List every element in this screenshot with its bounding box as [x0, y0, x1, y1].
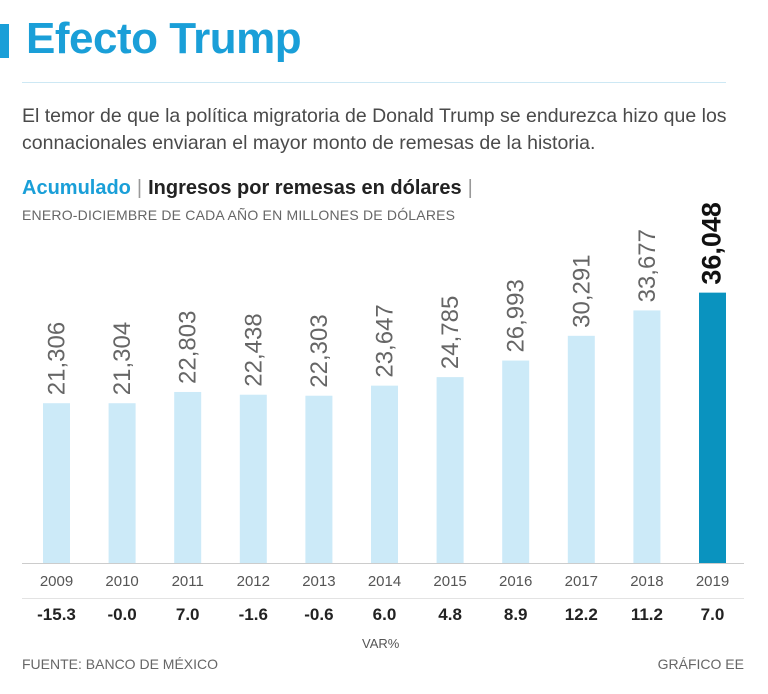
year-label-2014: 2014: [368, 573, 401, 590]
value-label-2015: 24,785: [437, 296, 464, 369]
year-label-2010: 2010: [105, 573, 138, 590]
page-title: Efecto Trump: [26, 14, 302, 63]
value-label-2009: 21,306: [44, 322, 71, 395]
bar-2017: [567, 335, 595, 563]
source-note: FUENTE: BANCO DE MÉXICO: [22, 656, 219, 672]
chart-subtitle: Acumulado | Ingresos por remesas en dólare…: [22, 177, 479, 200]
bars-group: [43, 292, 726, 563]
bar-2016: [502, 360, 530, 563]
subtitle-main: Ingresos por remesas en dólares: [148, 177, 462, 199]
variation-value-2012: -1.6: [239, 605, 268, 624]
variation-caption: VAR%: [362, 636, 400, 651]
bar-2015: [436, 377, 464, 563]
bar-2013: [305, 395, 333, 563]
bar-2012: [239, 394, 267, 563]
bar-2011: [174, 391, 202, 563]
variation-value-2014: 6.0: [373, 605, 397, 624]
year-labels-group: 2009 2010 2011 2012 2013 2014 2015 2016 2017 2018…: [40, 573, 729, 590]
variation-value-2013: -0.6: [304, 605, 333, 624]
bar-2018: [633, 310, 661, 563]
variation-value-2016: 8.9: [504, 605, 528, 624]
bar-2009: [43, 403, 70, 563]
year-label-2011: 2011: [172, 573, 204, 590]
value-label-2014: 23,647: [372, 304, 399, 377]
subtitle-separator-end: |: [467, 177, 473, 199]
year-label-2013: 2013: [302, 573, 335, 590]
value-label-2016: 26,993: [503, 279, 530, 352]
bar-2014: [371, 385, 398, 563]
variation-value-2009: -15.3: [37, 605, 76, 624]
intro-text: El temor de que la política migratoria d…: [22, 105, 727, 154]
variation-value-2019: 7.0: [701, 605, 725, 624]
chart-units: ENERO-DICIEMBRE DE CADA AÑO EN MILLONES …: [22, 207, 456, 223]
title-divider: [22, 82, 726, 83]
year-label-2012: 2012: [237, 573, 270, 590]
title-accent-bar: [0, 24, 9, 58]
subtitle-accent: Acumulado: [22, 177, 131, 199]
year-label-2015: 2015: [433, 573, 466, 590]
value-label-2011: 22,803: [175, 311, 202, 384]
bar-2019: [699, 292, 726, 563]
year-label-2017: 2017: [565, 573, 598, 590]
year-label-2016: 2016: [499, 573, 532, 590]
variation-value-2011: 7.0: [176, 605, 200, 624]
variation-value-2018: 11.2: [631, 605, 663, 624]
value-label-2019: 36,048: [697, 202, 727, 285]
value-label-2017: 30,291: [568, 254, 595, 327]
variation-labels-group: -15.3 -0.0 7.0 -1.6 -0.6 6.0 4.8 8.9 12.2 11.2 7.0: [37, 605, 724, 624]
subtitle-separator: |: [136, 177, 143, 199]
year-label-2019: 2019: [696, 573, 729, 590]
value-label-2010: 21,304: [109, 322, 136, 395]
year-label-2009: 2009: [40, 573, 73, 590]
bar-2010: [108, 403, 136, 563]
value-label-2018: 33,677: [634, 229, 661, 302]
value-label-2012: 22,438: [240, 313, 267, 386]
graphic-credit: GRÁFICO EE: [657, 656, 744, 672]
variation-value-2017: 12.2: [565, 605, 598, 624]
value-labels-group: 21,306 21,304 22,803 22,438 22,303 23,647 24,7…: [44, 202, 727, 395]
year-label-2018: 2018: [630, 573, 663, 590]
value-label-2013: 22,303: [306, 314, 333, 387]
variation-value-2010: -0.0: [107, 605, 136, 624]
variation-value-2015: 4.8: [438, 605, 462, 624]
